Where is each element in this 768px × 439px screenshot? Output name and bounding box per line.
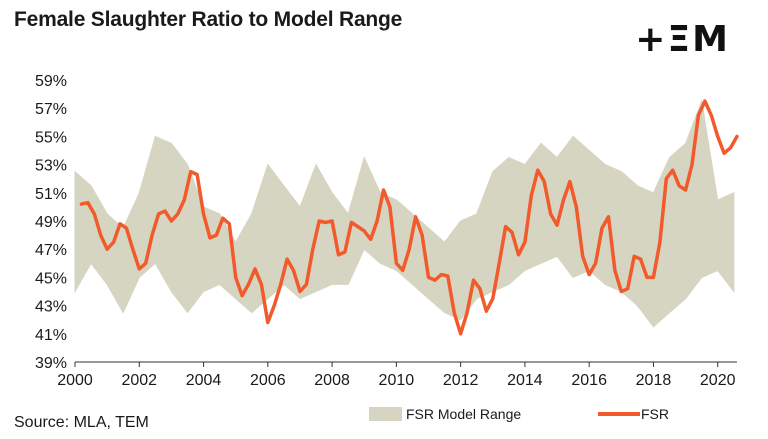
legend-label-fsr: FSR — [641, 406, 669, 422]
x-tick-label: 2006 — [250, 372, 286, 389]
x-tick-label: 2002 — [121, 372, 157, 389]
y-tick-label: 47% — [35, 242, 67, 259]
x-tick-label: 2008 — [314, 372, 350, 389]
fsr-series-line — [79, 99, 739, 336]
fsr-line-layer — [79, 99, 739, 336]
y-tick-label: 59% — [35, 73, 67, 90]
x-tick-label: 2020 — [700, 372, 736, 389]
y-tick-label: 49% — [35, 214, 67, 231]
y-tick-label: 41% — [35, 327, 67, 344]
axis-layer: 39% 41% 43% 45% 47% 49% 51% 53% 55% 57% 59% 2000 200… — [35, 73, 737, 389]
y-tick-label: 53% — [35, 158, 67, 175]
y-tick-label: 43% — [35, 299, 67, 316]
x-tick-label: 2018 — [636, 372, 672, 389]
x-tick-label: 2000 — [57, 372, 93, 389]
x-tick-label: 2016 — [571, 372, 607, 389]
legend-swatch-model-range — [369, 407, 402, 421]
y-tick-label: 57% — [35, 101, 67, 118]
tem-logo: +ΞM — [635, 19, 730, 60]
y-tick-label: 51% — [35, 186, 67, 203]
legend: FSR Model Range FSR — [369, 406, 669, 422]
y-tick-label: 55% — [35, 129, 67, 146]
model-range-band-layer — [74, 99, 735, 328]
x-tick-label: 2012 — [443, 372, 479, 389]
fsr-model-range-band — [74, 99, 735, 328]
source-note: Source: MLA, TEM — [14, 414, 149, 431]
legend-label-model-range: FSR Model Range — [406, 406, 521, 422]
chart-title: Female Slaughter Ratio to Model Range — [14, 8, 403, 31]
y-tick-label: 39% — [35, 355, 67, 372]
x-tick-label: 2014 — [507, 372, 543, 389]
y-tick-label: 45% — [35, 270, 67, 287]
x-tick-label: 2004 — [186, 372, 222, 389]
x-tick-label: 2010 — [379, 372, 415, 389]
